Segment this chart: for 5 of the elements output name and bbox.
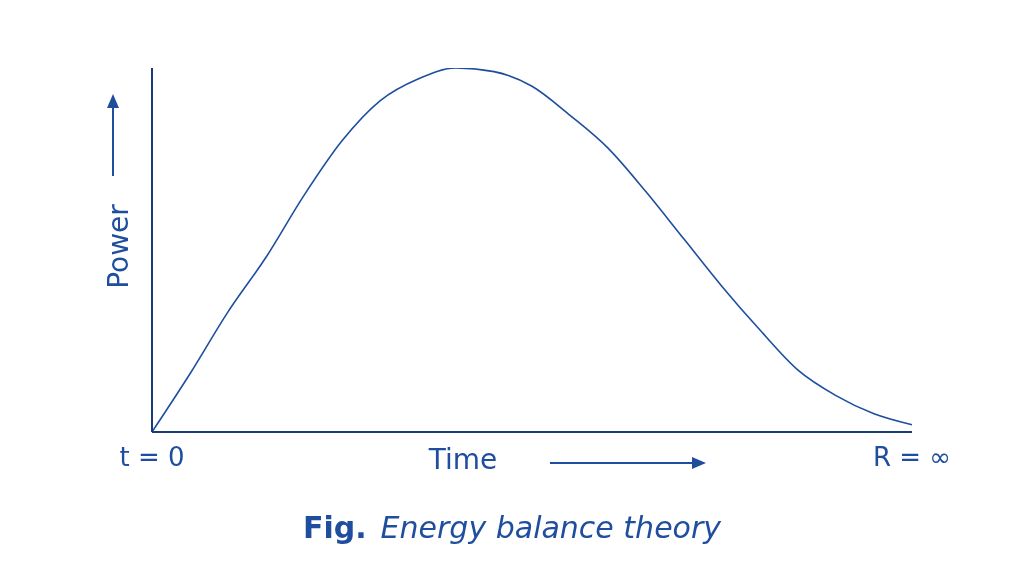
x-tick-label: R = ∞ <box>872 442 952 473</box>
text: Fig. Energy balance theory <box>302 510 722 545</box>
y-axis-title: Power <box>101 203 135 291</box>
x-tick-label: t = 0 <box>119 442 185 473</box>
x-axis-title: Time <box>427 443 499 476</box>
